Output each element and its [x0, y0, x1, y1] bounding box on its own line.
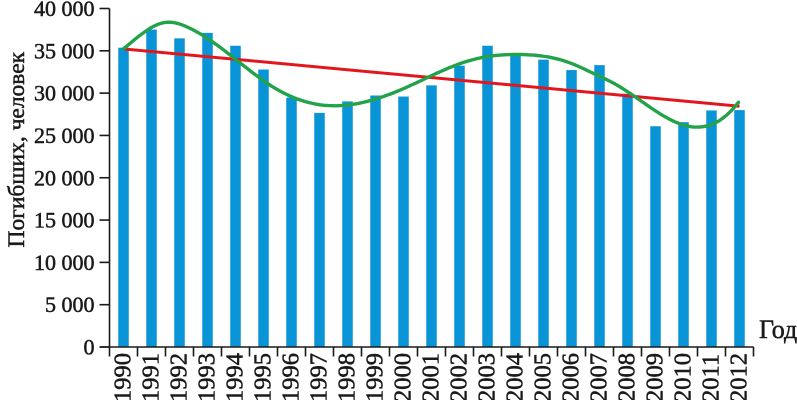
svg-text:2005: 2005: [530, 353, 557, 400]
svg-text:2000: 2000: [390, 353, 417, 400]
svg-text:1991: 1991: [138, 353, 165, 400]
svg-text:2002: 2002: [446, 353, 473, 400]
svg-text:1990: 1990: [110, 353, 137, 400]
svg-text:2006: 2006: [558, 353, 585, 400]
svg-text:2003: 2003: [474, 353, 501, 400]
svg-text:2008: 2008: [614, 353, 641, 400]
svg-text:1996: 1996: [278, 353, 305, 400]
svg-text:1998: 1998: [334, 353, 361, 400]
svg-text:2001: 2001: [418, 353, 445, 400]
svg-text:10 000: 10 000: [34, 250, 95, 275]
svg-text:2011: 2011: [698, 354, 725, 400]
svg-text:30 000: 30 000: [34, 81, 95, 106]
svg-text:Погибших, человек: Погибших, человек: [4, 51, 30, 247]
svg-text:2004: 2004: [502, 353, 529, 400]
svg-text:Год: Год: [759, 315, 797, 344]
svg-text:0: 0: [84, 335, 95, 360]
svg-text:2010: 2010: [670, 353, 697, 400]
svg-text:2012: 2012: [726, 353, 753, 400]
svg-text:40 000: 40 000: [34, 0, 95, 21]
svg-text:1997: 1997: [306, 353, 333, 400]
svg-text:25 000: 25 000: [34, 123, 95, 148]
svg-text:5 000: 5 000: [45, 292, 95, 317]
svg-text:1993: 1993: [194, 353, 221, 400]
svg-text:1992: 1992: [166, 353, 193, 400]
svg-text:1994: 1994: [222, 353, 249, 400]
svg-text:2007: 2007: [586, 353, 613, 400]
svg-text:20 000: 20 000: [34, 165, 95, 190]
svg-text:1999: 1999: [362, 353, 389, 400]
svg-text:1995: 1995: [250, 353, 277, 400]
svg-text:15 000: 15 000: [34, 208, 95, 233]
svg-text:35 000: 35 000: [34, 38, 95, 63]
svg-text:2009: 2009: [642, 353, 669, 400]
